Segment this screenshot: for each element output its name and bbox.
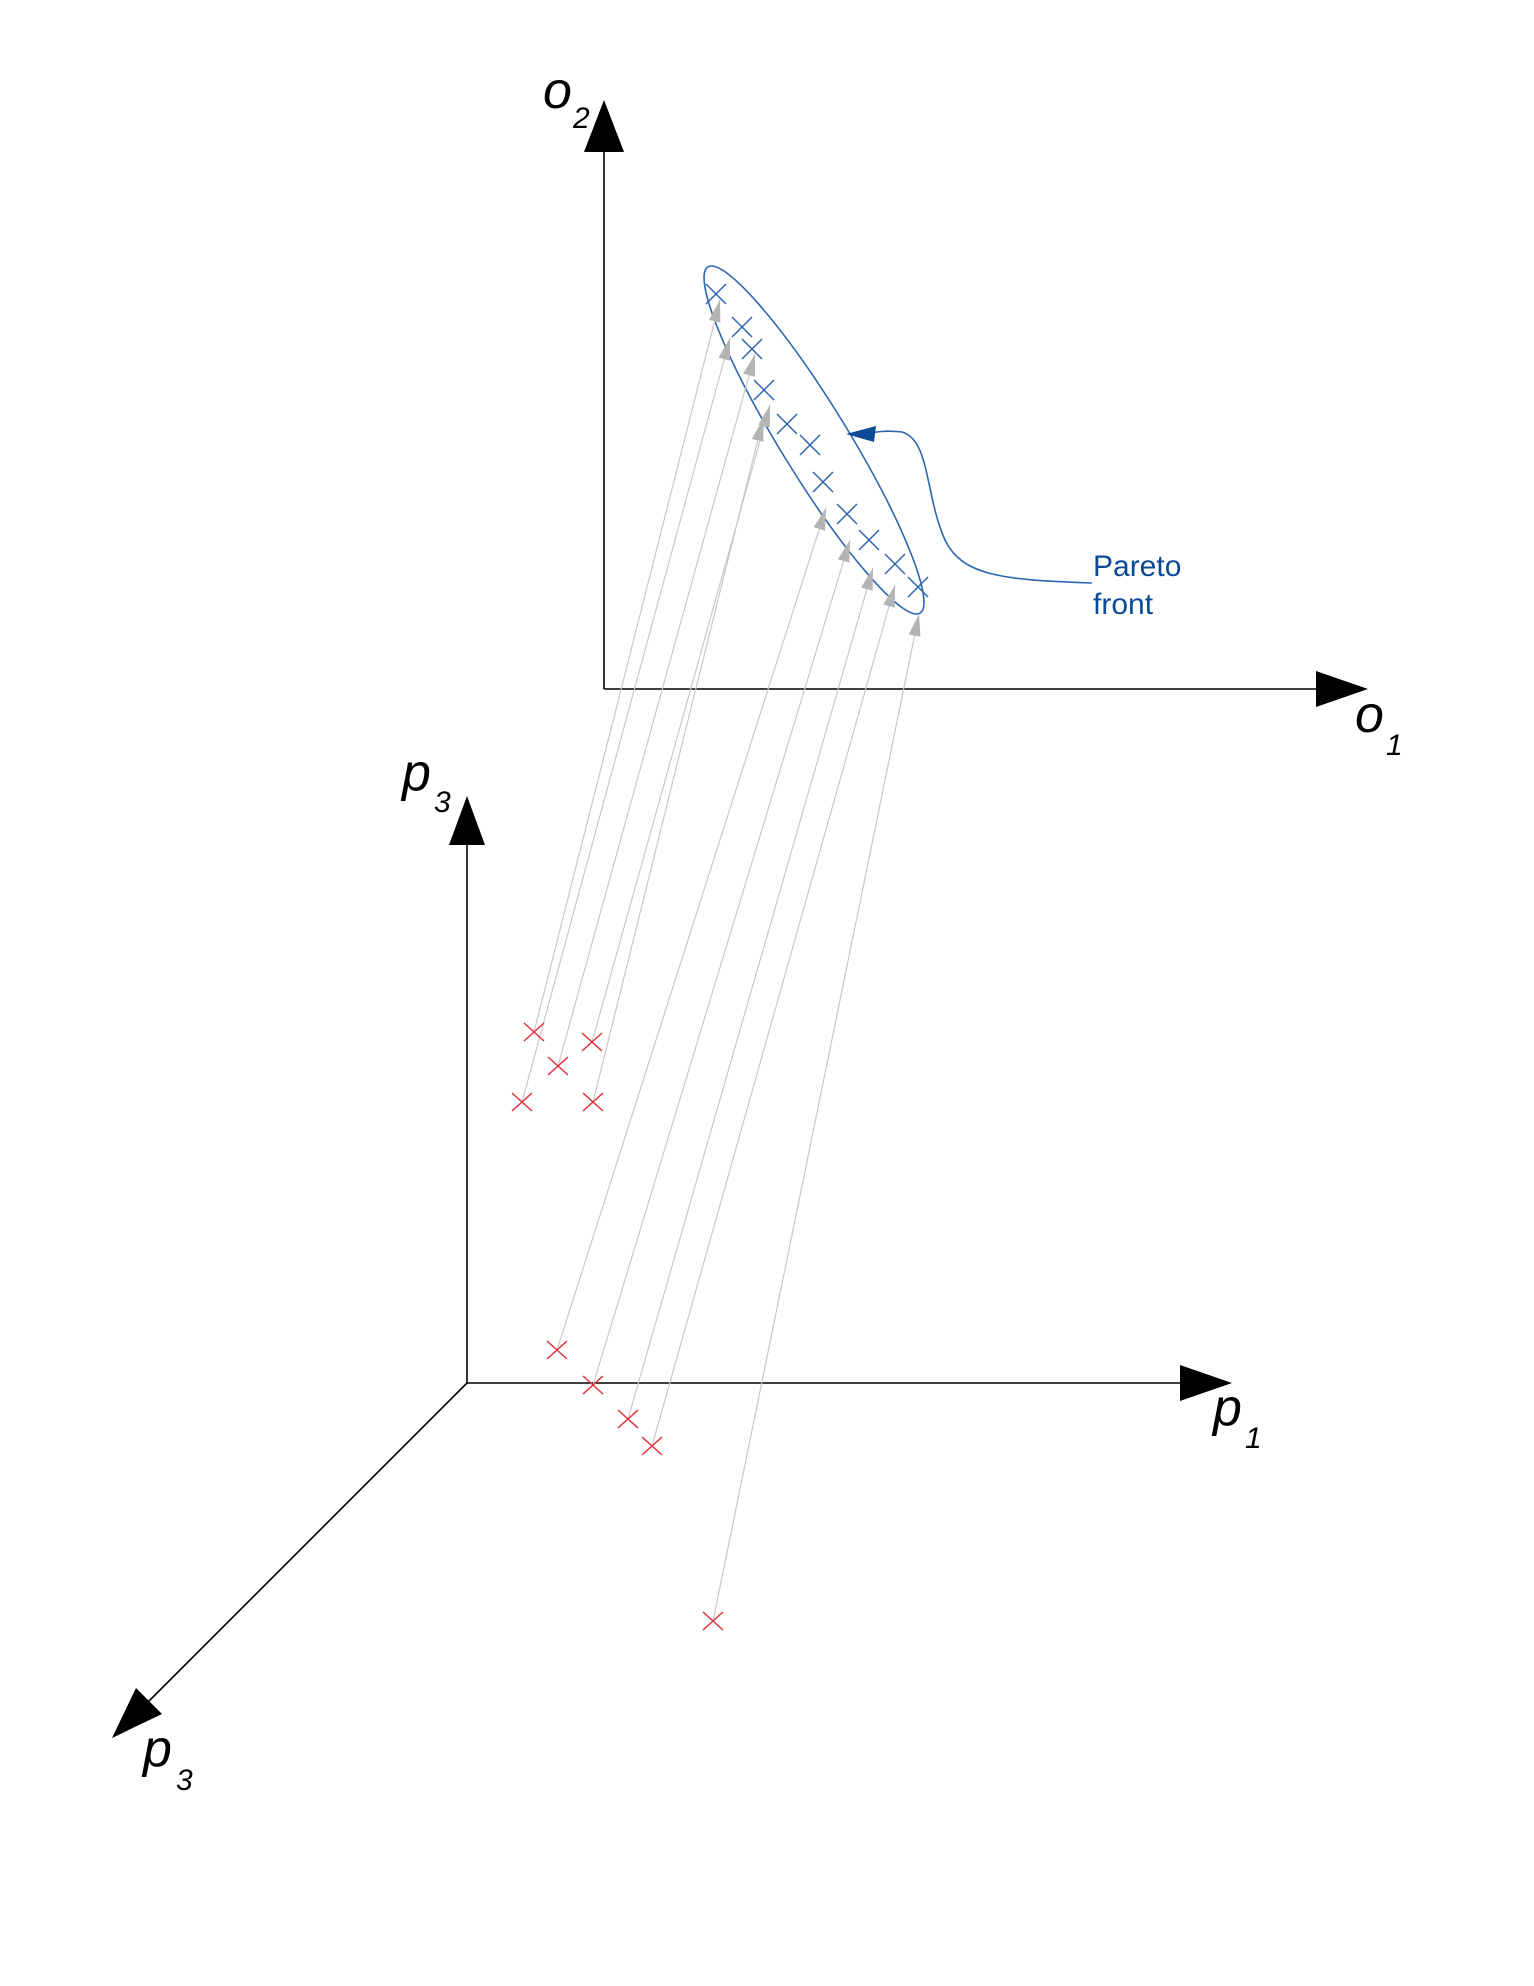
callout-curve xyxy=(865,430,1093,584)
mapping-line xyxy=(712,613,920,1622)
mapping-line xyxy=(521,337,731,1103)
objective-axes xyxy=(584,100,1368,707)
callout-arrowhead xyxy=(846,426,876,442)
solution-marker xyxy=(641,1436,663,1456)
mapping-line xyxy=(627,567,874,1420)
solution-marker xyxy=(617,1409,639,1429)
pareto-front-ellipse xyxy=(703,265,925,615)
pareto-front-marker xyxy=(799,434,821,456)
mapping-line xyxy=(592,418,764,1103)
solution-marker xyxy=(702,1611,724,1631)
mapping-arrowhead xyxy=(751,419,764,442)
p3-depth-axis-line xyxy=(147,1382,468,1703)
mapping-arrowhead xyxy=(908,614,921,637)
p1-axis-arrowhead xyxy=(1180,1365,1232,1401)
mapping-lines xyxy=(521,299,920,1622)
pareto-front-label-line1: Pareto xyxy=(1093,550,1181,583)
mapping-line xyxy=(533,299,721,1033)
mapping-arrowhead xyxy=(813,508,826,531)
solution-marker xyxy=(523,1022,545,1042)
solution-marker xyxy=(546,1340,568,1360)
solution-marker xyxy=(547,1056,569,1076)
p1-axis-label: p xyxy=(1211,1379,1242,1437)
o2-axis-arrowhead xyxy=(584,100,624,152)
pareto-front-marker xyxy=(776,413,798,435)
p3-vertical-axis-label: p xyxy=(400,744,431,802)
mapping-line xyxy=(556,507,827,1351)
o2-axis-subscript: 2 xyxy=(572,102,590,135)
solution-marker xyxy=(581,1032,603,1052)
o2-axis-label: o xyxy=(543,62,572,120)
pareto-front-marker xyxy=(753,379,775,401)
p1-axis-subscript: 1 xyxy=(1245,1422,1262,1455)
pareto-front-marker xyxy=(741,338,763,360)
p3-depth-axis-arrowhead xyxy=(112,1688,162,1738)
mapping-arrowheads xyxy=(708,300,921,637)
p3-depth-axis-subscript: 3 xyxy=(176,1764,193,1797)
mapping-arrowhead xyxy=(861,568,873,591)
mapping-arrowhead xyxy=(758,405,770,428)
parameter-axes xyxy=(112,796,1232,1738)
pareto-front-marker xyxy=(907,576,929,598)
o1-axis-label: o xyxy=(1355,686,1384,744)
solution-marker xyxy=(582,1092,604,1112)
solution-marker xyxy=(511,1092,533,1112)
mapping-arrowhead xyxy=(718,338,731,361)
solution-marker xyxy=(582,1375,604,1395)
pareto-front-marker xyxy=(731,316,753,338)
axis-labels: o 2 o 1 p 3 p 1 p 3 xyxy=(141,62,1403,1797)
mapping-arrowhead xyxy=(708,300,721,323)
mapping-line xyxy=(651,584,896,1447)
parameter-space-markers xyxy=(511,1022,724,1631)
mapping-line xyxy=(592,539,851,1386)
pareto-front-marker xyxy=(836,503,858,525)
pareto-front-markers xyxy=(705,283,929,598)
o1-axis-arrowhead xyxy=(1316,671,1368,707)
p3-vertical-axis-subscript: 3 xyxy=(434,786,451,819)
o1-axis-subscript: 1 xyxy=(1386,729,1403,762)
mapping-arrowhead xyxy=(837,540,850,563)
p3-depth-axis-label: p xyxy=(141,1720,172,1778)
pareto-front-marker xyxy=(858,529,880,551)
pareto-front-marker xyxy=(812,471,834,493)
pareto-front-marker xyxy=(705,283,727,305)
pareto-front-label-line2: front xyxy=(1093,588,1154,621)
mapping-arrowhead xyxy=(883,585,895,608)
mapping-line xyxy=(557,353,756,1067)
p3-vertical-axis-arrowhead xyxy=(449,796,485,845)
pareto-front-callout: Pareto front xyxy=(846,426,1181,621)
mapping-arrowhead xyxy=(743,354,755,377)
pareto-front-marker xyxy=(884,553,906,575)
